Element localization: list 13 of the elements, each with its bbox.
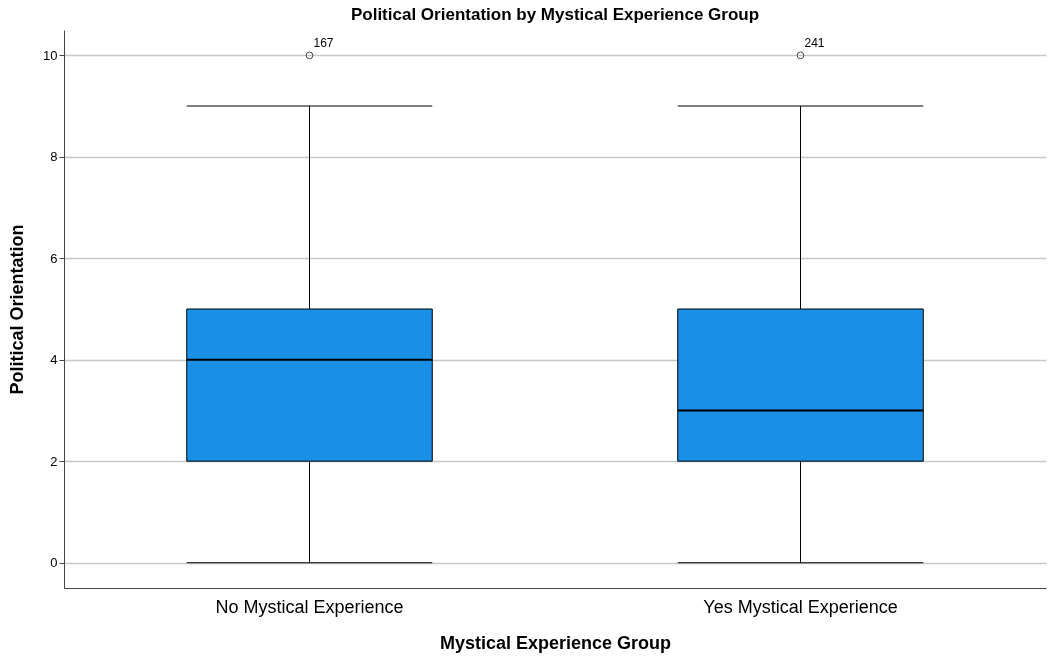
y-tick-label: 4	[50, 352, 58, 368]
chart-title: Political Orientation by Mystical Experience Group	[350, 5, 760, 24]
y-tick-label: 2	[50, 453, 58, 469]
x-tick-label: No Mystical Experience	[215, 596, 404, 617]
x-tick-label: Yes Mystical Experience	[703, 596, 898, 617]
annotation: 241	[804, 36, 825, 51]
y-tick-label: 0	[50, 555, 58, 571]
x-axis-title: Mystical Experience Group	[439, 632, 672, 653]
y-tick-label: 8	[50, 149, 58, 165]
y-axis-title: Political Orientation	[7, 224, 28, 395]
y-tick-label: 10	[43, 47, 58, 63]
y-tick-label: 6	[50, 250, 58, 266]
annotation: 167	[313, 36, 334, 51]
